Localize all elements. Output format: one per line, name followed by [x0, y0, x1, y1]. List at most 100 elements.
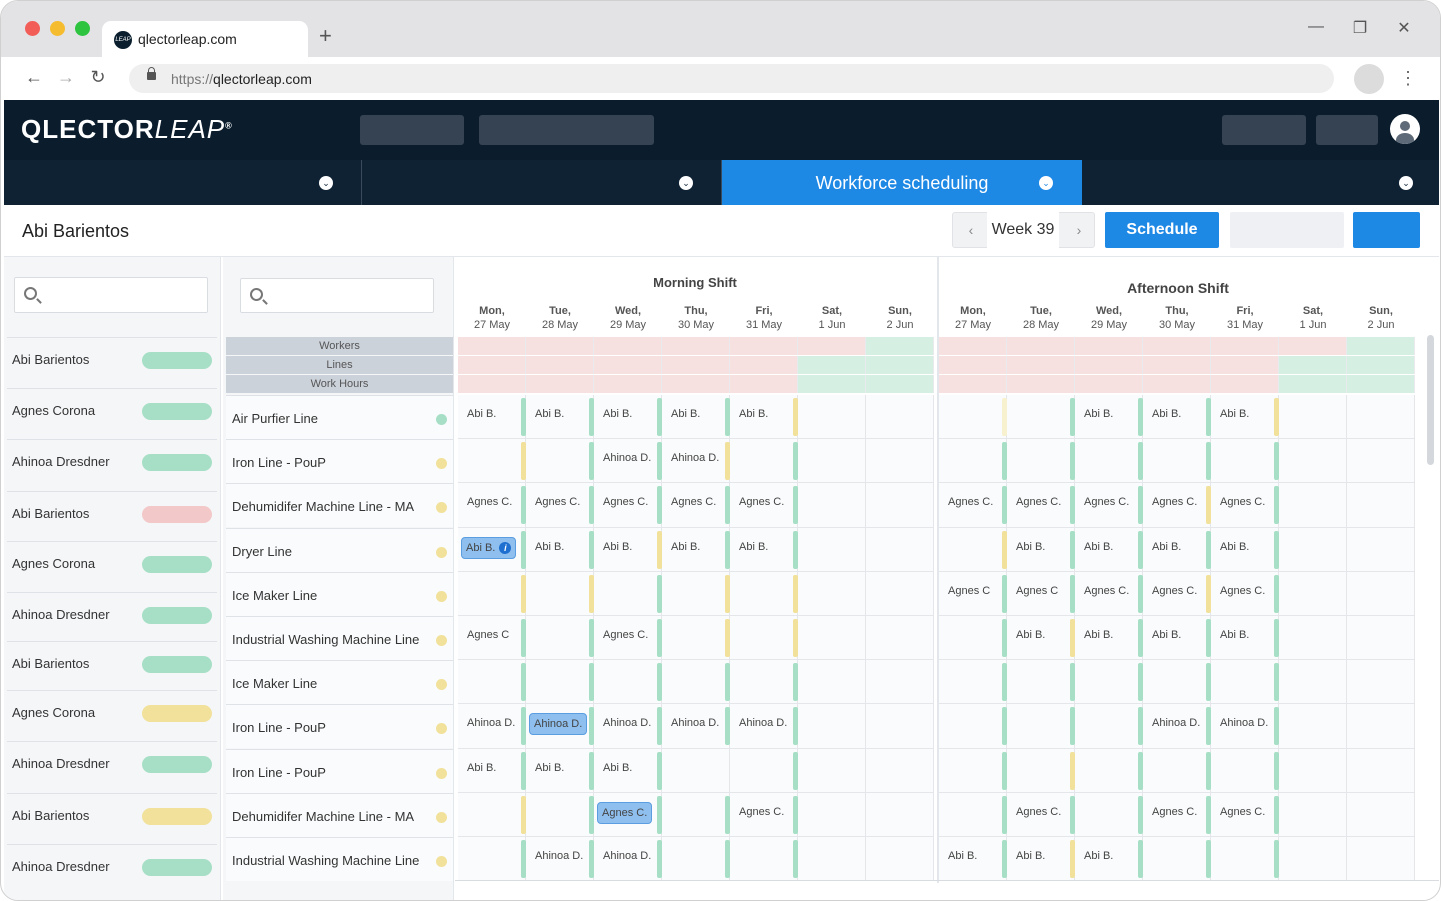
assignment-chip[interactable]: Abi B.	[1152, 408, 1181, 420]
schedule-cell[interactable]	[939, 792, 1007, 837]
assignment-chip[interactable]: Agnes C.	[603, 496, 648, 508]
schedule-cell[interactable]: Abi B.	[1075, 395, 1143, 440]
assignment-chip[interactable]: Abi B.	[1016, 850, 1045, 862]
schedule-cell[interactable]: Agnes C.	[594, 616, 662, 661]
schedule-cell[interactable]	[1211, 660, 1279, 705]
assignment-chip[interactable]: Ahinoa D.	[739, 717, 787, 729]
line-row[interactable]: Dehumidifer Machine Line - MA	[226, 483, 453, 528]
line-row[interactable]: Ice Maker Line	[226, 660, 453, 705]
browser-tab[interactable]: LEAP qlectorleap.com	[102, 21, 308, 57]
line-search-input[interactable]	[240, 278, 434, 313]
schedule-cell[interactable]	[866, 527, 934, 572]
line-row[interactable]: Industrial Washing Machine Line	[226, 616, 453, 660]
close-window-dot[interactable]	[25, 21, 40, 36]
schedule-cell[interactable]	[798, 748, 866, 793]
schedule-cell[interactable]	[1347, 395, 1415, 440]
schedule-cell[interactable]	[1143, 748, 1211, 793]
schedule-cell[interactable]: Abi B.	[1143, 395, 1211, 440]
chevron-right-icon[interactable]: ›	[1076, 222, 1082, 238]
assignment-chip[interactable]: Agnes C.	[597, 801, 653, 824]
schedule-cell[interactable]	[1211, 837, 1279, 882]
module-tab-2[interactable]: ⌄	[362, 160, 722, 205]
assignment-chip[interactable]: Agnes C.	[1084, 585, 1129, 597]
schedule-cell[interactable]: Abi B.	[662, 527, 730, 572]
reload-icon[interactable]: ↻	[90, 67, 106, 87]
schedule-cell[interactable]	[730, 837, 798, 882]
assignment-chip[interactable]: Ahinoa D.	[603, 717, 651, 729]
schedule-cell[interactable]: Agnes C	[939, 571, 1007, 616]
schedule-cell[interactable]: Ahinoa D.	[730, 704, 798, 749]
schedule-cell[interactable]	[939, 616, 1007, 661]
assignment-chip[interactable]: Abi B.	[603, 541, 632, 553]
schedule-cell[interactable]	[1279, 395, 1347, 440]
schedule-cell[interactable]	[1075, 704, 1143, 749]
schedule-cell[interactable]	[662, 792, 730, 837]
schedule-cell[interactable]: Ahinoa D.	[594, 704, 662, 749]
schedule-cell[interactable]: Agnes C.	[594, 483, 662, 528]
worker-row[interactable]: Ahinoa Dresdner	[7, 844, 217, 894]
line-row[interactable]: Dehumidifer Machine Line - MA	[226, 792, 453, 837]
schedule-cell[interactable]: Ahinoa D.	[458, 704, 526, 749]
schedule-cell[interactable]: Ahinoa D.	[594, 837, 662, 882]
schedule-cell[interactable]	[1007, 395, 1075, 440]
module-tab-4[interactable]: ⌄	[1082, 160, 1439, 205]
worker-row[interactable]: Ahinoa Dresdner	[7, 741, 217, 791]
assignment-chip[interactable]: Agnes C.	[1152, 496, 1197, 508]
assignment-chip[interactable]: Abi B.	[671, 541, 700, 553]
schedule-cell[interactable]	[1279, 704, 1347, 749]
assignment-chip[interactable]: Abi B.	[1220, 408, 1249, 420]
schedule-cell[interactable]	[1007, 704, 1075, 749]
schedule-cell[interactable]	[730, 748, 798, 793]
assignment-chip[interactable]: Ahinoa D.	[603, 850, 651, 862]
nav-placeholder-1[interactable]	[360, 115, 464, 145]
schedule-button[interactable]: Schedule	[1105, 212, 1219, 248]
schedule-cell[interactable]	[1347, 483, 1415, 528]
schedule-cell[interactable]	[458, 837, 526, 882]
schedule-cell[interactable]: Abi B.	[526, 395, 594, 440]
schedule-cell[interactable]	[458, 660, 526, 705]
schedule-cell[interactable]	[798, 837, 866, 882]
schedule-cell[interactable]: Abi B.	[1143, 527, 1211, 572]
worker-row[interactable]: Abi Barientos	[7, 641, 217, 691]
schedule-cell[interactable]	[526, 439, 594, 484]
chevron-left-icon[interactable]: ‹	[968, 222, 974, 238]
schedule-cell[interactable]: Abi B.	[1075, 527, 1143, 572]
worker-row[interactable]: Agnes Corona	[7, 541, 217, 591]
schedule-cell[interactable]: Abi B.	[1007, 527, 1075, 572]
browser-menu-icon[interactable]: ⋮	[1399, 68, 1417, 88]
info-icon[interactable]: i	[499, 541, 512, 554]
schedule-cell[interactable]	[1279, 527, 1347, 572]
schedule-cell[interactable]: Agnes C.	[1211, 483, 1279, 528]
schedule-cell[interactable]: Agnes C.	[1143, 483, 1211, 528]
assignment-chip[interactable]: Abi B.	[603, 408, 632, 420]
assignment-chip[interactable]: Abi B.	[1152, 629, 1181, 641]
schedule-cell[interactable]	[1279, 660, 1347, 705]
assignment-chip[interactable]: Agnes C.	[1016, 806, 1061, 818]
worker-row[interactable]: Agnes Corona	[7, 690, 217, 740]
back-arrow-icon[interactable]: ←	[25, 67, 43, 87]
schedule-cell[interactable]	[594, 571, 662, 616]
nav-placeholder-2[interactable]	[479, 115, 654, 145]
schedule-cell[interactable]	[1279, 439, 1347, 484]
schedule-cell[interactable]: Abi B.	[594, 748, 662, 793]
schedule-cell[interactable]	[1075, 660, 1143, 705]
schedule-cell[interactable]	[939, 748, 1007, 793]
schedule-cell[interactable]	[866, 571, 934, 616]
assignment-chip[interactable]: Ahinoa D.	[535, 850, 583, 862]
schedule-cell[interactable]: Ahinoa D.	[1211, 704, 1279, 749]
assignment-chip[interactable]: Abi B.	[1016, 629, 1045, 641]
close-icon[interactable]: ✕	[1397, 20, 1411, 37]
schedule-cell[interactable]	[798, 439, 866, 484]
zoom-window-dot[interactable]	[75, 21, 90, 36]
schedule-cell[interactable]	[1007, 660, 1075, 705]
schedule-cell[interactable]: Abi B.	[1211, 395, 1279, 440]
forward-arrow-icon[interactable]: →	[57, 67, 75, 87]
line-row[interactable]: Ice Maker Line	[226, 571, 453, 616]
worker-row[interactable]: Ahinoa Dresdner	[7, 592, 217, 642]
assignment-chip[interactable]: Agnes C.	[1220, 496, 1265, 508]
module-tab-1[interactable]: ⌄	[4, 160, 362, 205]
assignment-chip[interactable]: Agnes C.	[1084, 496, 1129, 508]
schedule-cell[interactable]	[1143, 660, 1211, 705]
assignment-chip[interactable]: Abi B.	[535, 541, 564, 553]
schedule-cell[interactable]: Abi B.	[730, 395, 798, 440]
